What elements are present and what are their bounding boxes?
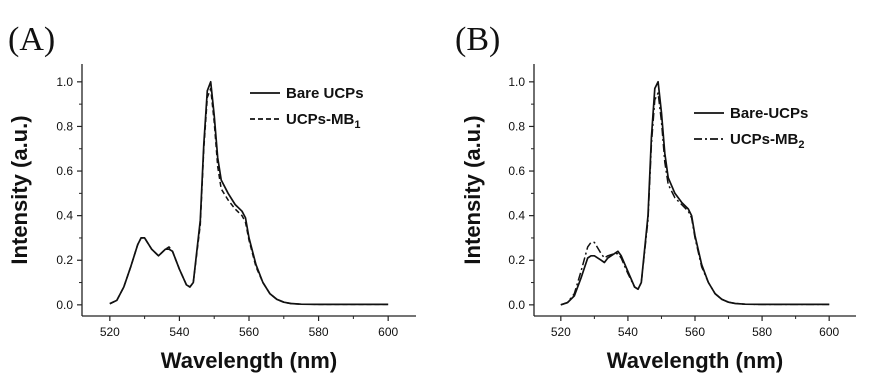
- y-tick-label: 0.2: [508, 253, 525, 267]
- y-tick-label: 1.0: [508, 75, 525, 89]
- chart-panel-2: (B) 520 540 560 580 600 0.0 0.2 0.4 0.6 0.8 1.0 Wave…: [455, 21, 856, 373]
- x-axis-title: Wavelength (nm): [161, 348, 337, 373]
- legend-label: UCPs-MB2: [730, 131, 804, 151]
- y-axis-title: Intensity (a.u.): [460, 115, 485, 264]
- series-line-2: [560, 92, 830, 306]
- legend-label-subscript: 2: [798, 139, 804, 151]
- legend-label-main: UCPs-MB: [730, 131, 799, 148]
- y-tick-label: 0.0: [508, 298, 525, 312]
- chart-panel-1: (A) 520 540 560 580 600 0.0 0.2 0.4 0.6 0.8 1.0 Wave…: [7, 21, 416, 373]
- x-tick-label: 600: [378, 325, 398, 339]
- y-tick-label: 1.0: [56, 75, 73, 89]
- x-tick-label: 540: [618, 325, 638, 339]
- panel-letter: (A): [8, 21, 55, 58]
- y-tick-label: 0.0: [56, 298, 73, 312]
- x-tick-label: 540: [169, 325, 189, 339]
- series-line-1: [560, 80, 830, 306]
- y-axis-title: Intensity (a.u.): [7, 115, 32, 264]
- x-axis-title: Wavelength (nm): [607, 348, 783, 373]
- y-tick-label: 0.4: [508, 209, 525, 223]
- legend-label-main: Bare UCPs: [286, 85, 364, 102]
- x-tick-label: 560: [685, 325, 705, 339]
- panel-letter: (B): [455, 21, 500, 58]
- legend-label-main: UCPs-MB: [286, 111, 355, 128]
- y-tick-label: 0.6: [56, 164, 73, 178]
- y-tick-label: 0.6: [508, 164, 525, 178]
- y-tick-label: 0.4: [56, 209, 73, 223]
- x-tick-label: 600: [819, 325, 839, 339]
- legend-label-main: Bare-UCPs: [730, 105, 808, 122]
- y-tick-label: 0.8: [508, 119, 525, 133]
- legend-label: UCPs-MB1: [286, 111, 360, 131]
- x-tick-label: 580: [752, 325, 772, 339]
- legend-label: Bare-UCPs: [730, 105, 808, 122]
- legend: Bare UCPs UCPs-MB1: [250, 85, 364, 131]
- legend-label: Bare UCPs: [286, 85, 364, 102]
- legend-label-subscript: 1: [354, 119, 360, 131]
- x-tick-label: 560: [239, 325, 259, 339]
- x-tick-label: 580: [309, 325, 329, 339]
- legend: Bare-UCPs UCPs-MB2: [694, 105, 808, 151]
- y-tick-label: 0.8: [56, 119, 73, 133]
- series-line-2: [109, 87, 389, 306]
- y-tick-label: 0.2: [56, 253, 73, 267]
- x-tick-label: 520: [551, 325, 571, 339]
- x-tick-label: 520: [100, 325, 120, 339]
